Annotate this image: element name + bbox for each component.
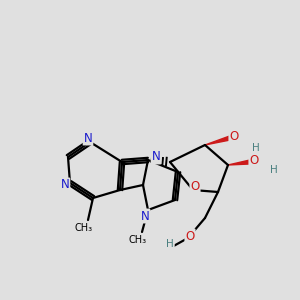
Text: O: O (190, 181, 200, 194)
Text: H: H (270, 165, 278, 175)
Text: H: H (166, 239, 174, 249)
Text: N: N (61, 178, 69, 191)
Text: N: N (152, 151, 160, 164)
Text: CH₃: CH₃ (75, 223, 93, 233)
Text: O: O (249, 154, 259, 166)
Text: N: N (84, 131, 92, 145)
Text: O: O (185, 230, 195, 242)
Text: H: H (252, 143, 260, 153)
Text: CH₃: CH₃ (129, 235, 147, 245)
Polygon shape (228, 160, 250, 165)
Text: N: N (141, 209, 149, 223)
Polygon shape (205, 136, 230, 145)
Text: O: O (230, 130, 238, 142)
